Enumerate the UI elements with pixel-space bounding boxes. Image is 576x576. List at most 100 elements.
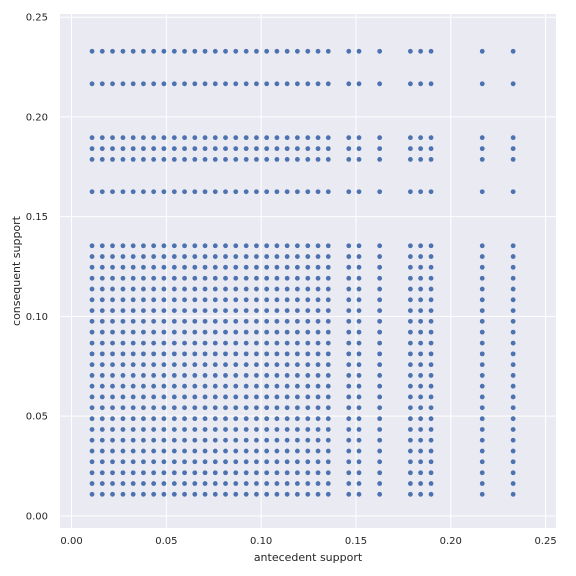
data-point (130, 264, 136, 270)
data-point (212, 286, 218, 292)
data-point (264, 318, 270, 324)
data-point (274, 48, 280, 54)
data-point (212, 481, 218, 486)
data-point (479, 383, 485, 389)
data-point (325, 275, 331, 281)
data-point (89, 459, 95, 465)
data-point (428, 373, 434, 378)
data-point (141, 340, 146, 346)
data-point (294, 157, 300, 162)
data-point (130, 448, 136, 454)
data-point (161, 189, 167, 195)
data-point (110, 416, 115, 422)
data-point (151, 437, 157, 443)
data-point (130, 405, 136, 411)
data-point (294, 146, 300, 152)
data-point (120, 481, 126, 486)
data-point (171, 286, 177, 292)
data-point (141, 373, 146, 378)
data-point (151, 81, 157, 87)
data-point (325, 146, 331, 152)
data-point (110, 383, 115, 389)
data-point (223, 146, 228, 152)
data-point (110, 243, 115, 249)
data-point (305, 48, 311, 54)
data-point (171, 373, 177, 378)
data-point (254, 146, 259, 152)
data-point (294, 481, 300, 486)
data-point (161, 48, 167, 54)
data-point (223, 491, 228, 497)
data-point (284, 264, 290, 270)
data-point (110, 340, 115, 346)
data-point (89, 275, 95, 281)
data-point (274, 275, 280, 281)
data-point (356, 340, 362, 346)
data-point (294, 318, 300, 324)
data-point (120, 427, 126, 432)
data-point (284, 135, 290, 141)
data-point (223, 448, 228, 454)
data-point (120, 308, 126, 313)
data-point (130, 48, 136, 54)
data-point (120, 405, 126, 411)
data-point (346, 81, 352, 87)
data-point (284, 254, 290, 259)
data-point (315, 329, 321, 335)
data-point (171, 81, 177, 87)
data-point (233, 286, 239, 292)
data-point (284, 275, 290, 281)
data-point (315, 405, 321, 411)
data-point (161, 286, 167, 292)
data-point (161, 394, 167, 400)
data-point (284, 146, 290, 152)
data-point (233, 48, 239, 54)
data-point (212, 243, 218, 249)
data-point (356, 297, 362, 303)
data-point (243, 297, 249, 303)
data-point (110, 405, 115, 411)
data-point (284, 437, 290, 443)
data-point (141, 448, 146, 454)
data-point (130, 470, 136, 476)
data-point (264, 362, 270, 368)
data-point (99, 254, 105, 259)
data-point (294, 81, 300, 87)
data-point (346, 243, 352, 249)
data-point (243, 340, 249, 346)
data-point (346, 362, 352, 368)
data-point (325, 362, 331, 368)
data-point (254, 81, 259, 87)
data-point (89, 286, 95, 292)
data-point (192, 427, 198, 432)
x-tick-label: 0.05 (155, 536, 177, 547)
data-point (428, 481, 434, 486)
data-point (99, 383, 105, 389)
data-point (110, 189, 115, 195)
data-point (212, 189, 218, 195)
data-point (171, 394, 177, 400)
y-axis-label: consequent support (10, 215, 23, 326)
data-point (182, 373, 187, 378)
data-point (346, 146, 352, 152)
data-point (264, 243, 270, 249)
data-point (171, 405, 177, 411)
data-point (243, 394, 249, 400)
data-point (99, 135, 105, 141)
data-point (377, 275, 383, 281)
data-point (192, 481, 198, 486)
data-point (171, 297, 177, 303)
data-point (182, 157, 187, 162)
data-point (212, 459, 218, 465)
data-point (294, 437, 300, 443)
data-point (325, 297, 331, 303)
data-point (120, 373, 126, 378)
data-point (110, 135, 115, 141)
data-point (407, 383, 413, 389)
data-point (377, 416, 383, 422)
data-point (202, 394, 208, 400)
x-axis-ticks: 0.00 0.05 0.10 0.15 0.20 0.25 (60, 536, 556, 547)
data-point (428, 459, 434, 465)
data-point (315, 286, 321, 292)
data-point (202, 275, 208, 281)
